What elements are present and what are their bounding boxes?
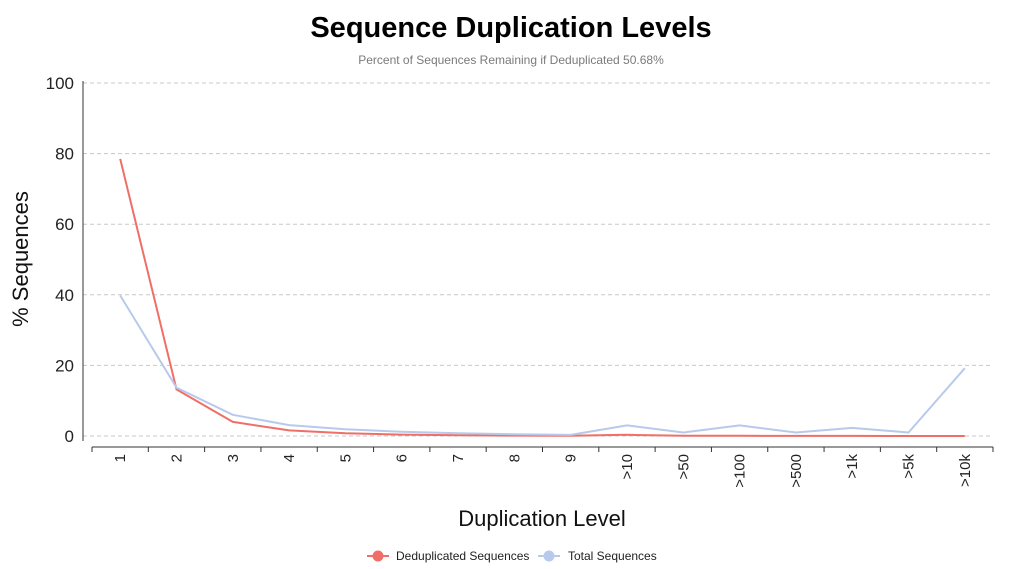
- x-tick-label: 2: [168, 454, 185, 462]
- legend-item[interactable]: Deduplicated Sequences: [367, 549, 529, 563]
- legend-swatch-marker: [543, 550, 555, 562]
- x-tick-label: 5: [337, 454, 354, 462]
- grid-layer: [83, 82, 993, 437]
- x-tick-label: 7: [450, 454, 467, 462]
- x-tick-label: 1: [112, 454, 129, 462]
- x-tick-label: 6: [394, 454, 411, 462]
- x-tick-label: >10k: [957, 454, 974, 487]
- legend-swatch-marker: [372, 550, 384, 562]
- legend-label: Total Sequences: [568, 549, 657, 563]
- series-layer: [119, 158, 966, 437]
- x-tick-label: >5k: [901, 454, 918, 479]
- legend-item[interactable]: Total Sequences: [538, 549, 657, 563]
- x-tick-label: >50: [675, 454, 692, 479]
- x-tick-label: >100: [732, 454, 749, 488]
- y-tick-label: 40: [55, 286, 74, 305]
- x-tick-label: >10: [619, 454, 636, 479]
- x-tick-label: 3: [225, 454, 242, 462]
- x-axis-title: Duplication Level: [458, 506, 626, 531]
- y-tick-label: 60: [55, 215, 74, 234]
- chart-title: Sequence Duplication Levels: [310, 12, 711, 44]
- y-axis-title: % Sequences: [8, 191, 33, 327]
- x-tick-label: 4: [281, 454, 298, 462]
- chart-subtitle: Percent of Sequences Remaining if Dedupl…: [358, 53, 664, 67]
- axis-layer: 0 20 40 60 80 100 1 2 3 4 5 6 7 8 9 >10 >50 >100 >500 >1k >5…: [46, 74, 994, 488]
- x-tick-label: 9: [563, 454, 580, 462]
- x-tick-label: >1k: [844, 454, 861, 479]
- y-tick-label: 80: [55, 145, 74, 164]
- y-tick-label: 100: [46, 74, 74, 93]
- series-line[interactable]: [119, 294, 966, 436]
- legend-label: Deduplicated Sequences: [396, 549, 529, 563]
- legend[interactable]: Deduplicated Sequences Total Sequences: [367, 549, 657, 563]
- y-tick-label: 0: [65, 427, 74, 446]
- x-tick-label: >500: [788, 454, 805, 488]
- series-line[interactable]: [119, 158, 965, 437]
- y-tick-label: 20: [55, 356, 74, 375]
- x-tick-label: 8: [506, 454, 523, 462]
